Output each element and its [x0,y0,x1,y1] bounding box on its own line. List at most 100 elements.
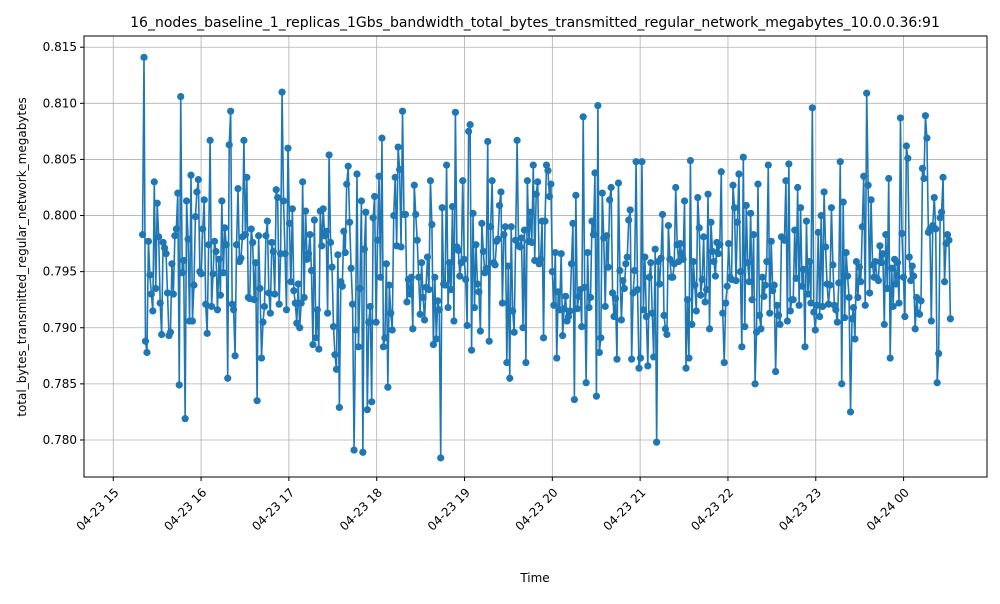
data-point [473,280,482,288]
data-point [802,217,811,225]
data-point [863,89,871,97]
data-point [451,108,460,116]
data-point [776,320,784,328]
data-point [501,223,509,231]
data-point [572,191,580,199]
data-point [943,231,952,239]
data-point [751,380,759,388]
data-point [441,281,449,289]
data-point [653,438,661,446]
data-point [318,242,326,250]
data-point [206,136,214,144]
data-point [678,250,686,258]
data-point [391,173,399,181]
data-point [162,250,170,258]
data-point [254,232,263,240]
data-point [641,253,649,261]
y-tick-label: 0.780 [43,433,77,447]
data-point [259,318,267,326]
data-point [425,286,433,294]
data-point [567,260,576,268]
data-point [824,300,833,308]
data-point [340,227,348,235]
data-point [932,225,940,233]
data-point [213,306,222,314]
data-point [801,343,809,351]
data-point [597,334,605,342]
data-point [755,311,764,320]
data-point [633,286,642,294]
data-point [488,177,496,185]
data-point [915,310,924,318]
data-point [163,289,172,297]
data-point [886,354,894,362]
data-point [202,300,210,308]
data-point [410,181,418,189]
data-point [510,328,518,336]
data-point [708,247,717,256]
data-point [362,208,370,216]
data-point [606,196,614,204]
data-point [935,349,943,358]
data-point [598,189,606,197]
data-point [278,88,286,96]
data-point [564,312,573,321]
data-point [537,255,545,263]
data-point [604,263,612,271]
data-point [845,293,853,302]
data-point [532,190,540,198]
data-point [250,296,258,304]
data-point [152,284,160,293]
data-point [910,272,918,280]
data-point [930,193,938,202]
data-point [846,408,855,416]
data-point [348,300,357,308]
data-point [551,248,559,257]
data-point [382,260,390,268]
data-point [146,271,154,279]
data-point [216,291,224,299]
data-point [883,284,891,293]
data-point [384,383,392,391]
data-point [495,201,504,210]
data-point [829,261,837,269]
data-point [450,317,458,325]
data-point [811,326,819,334]
data-point [395,165,404,174]
data-point [855,263,863,271]
data-point [560,305,568,313]
data-point [626,206,634,214]
data-point [758,273,767,281]
data-point [648,309,656,317]
data-point [594,101,602,110]
data-point [360,245,368,253]
data-point [808,104,816,112]
data-point [707,218,715,226]
data-point [804,290,812,298]
data-point [841,314,849,322]
data-point [466,121,474,129]
data-point [669,273,677,281]
data-point [475,288,483,296]
data-point [702,286,711,294]
data-point [288,205,296,213]
y-tick-label: 0.810 [43,96,77,110]
data-point [584,248,592,257]
data-point [854,293,862,302]
data-point [617,316,625,324]
data-point [294,280,302,288]
data-point [231,352,239,360]
data-point [181,415,189,423]
data-point [826,281,834,289]
data-point [874,277,883,285]
data-point [328,263,336,271]
data-point [243,173,251,181]
data-point [529,161,537,169]
data-point [744,259,752,267]
y-tick-label: 0.785 [43,377,77,391]
y-tick-label: 0.805 [43,152,77,166]
data-point [745,278,753,286]
data-point [401,210,410,219]
data-point [332,365,341,373]
data-point [435,306,443,314]
